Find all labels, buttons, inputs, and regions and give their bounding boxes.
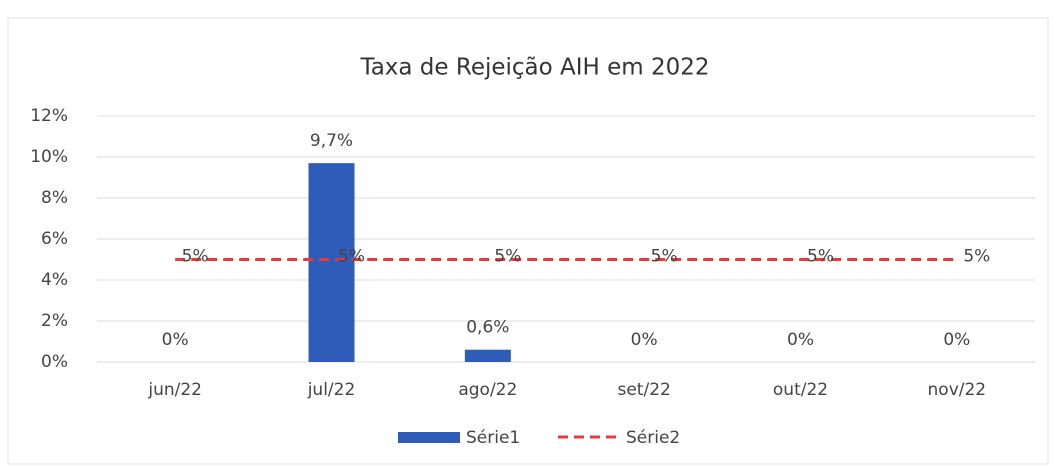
x-tick-label: jun/22 [147,380,202,400]
y-tick-label: 10% [30,147,68,167]
y-tick-label: 8% [41,188,68,208]
data-label: 0,6% [466,318,509,338]
y-tick-label: 6% [41,229,68,249]
legend-label: Série2 [626,428,680,448]
data-label: 0% [787,330,814,350]
bar [464,349,511,362]
data-label: 5% [651,247,678,267]
x-tick-label: jul/22 [307,380,356,400]
chart-title: Taxa de Rejeição AIH em 2022 [359,55,709,81]
x-tick-label: set/22 [617,380,670,400]
chart-frame [7,17,1049,465]
data-label: 9,7% [310,131,353,151]
y-tick-label: 12% [30,106,68,126]
x-tick-label: ago/22 [458,380,517,400]
data-label: 0% [162,330,189,350]
data-label: 5% [963,247,990,267]
y-tick-label: 2% [41,311,68,331]
y-tick-label: 4% [41,270,68,290]
y-tick-label: 0% [41,352,68,372]
data-label: 0% [943,330,970,350]
x-tick-label: out/22 [773,380,828,400]
data-label: 5% [807,247,834,267]
legend-label: Série1 [466,428,520,448]
data-label: 5% [494,247,521,267]
legend-swatch [398,432,460,443]
data-label: 0% [631,330,658,350]
data-label: 5% [182,247,209,267]
bar [308,163,355,362]
data-label: 5% [338,247,365,267]
x-tick-label: nov/22 [928,380,987,400]
